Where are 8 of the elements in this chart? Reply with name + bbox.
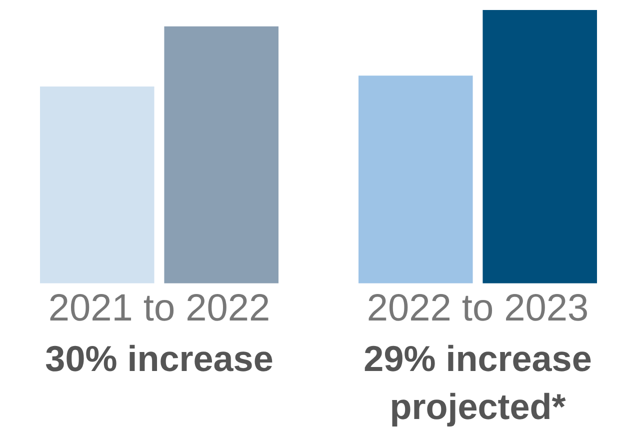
bar [164, 26, 278, 284]
text: 30% increase [45, 338, 274, 379]
x-tick-label: 2022 to 2023 [366, 288, 589, 330]
bar [358, 76, 473, 284]
text: 29% increase projected* [364, 338, 592, 427]
bar [482, 10, 597, 284]
bar [40, 86, 154, 284]
x-tick-label: 2021 to 2022 [48, 288, 270, 330]
